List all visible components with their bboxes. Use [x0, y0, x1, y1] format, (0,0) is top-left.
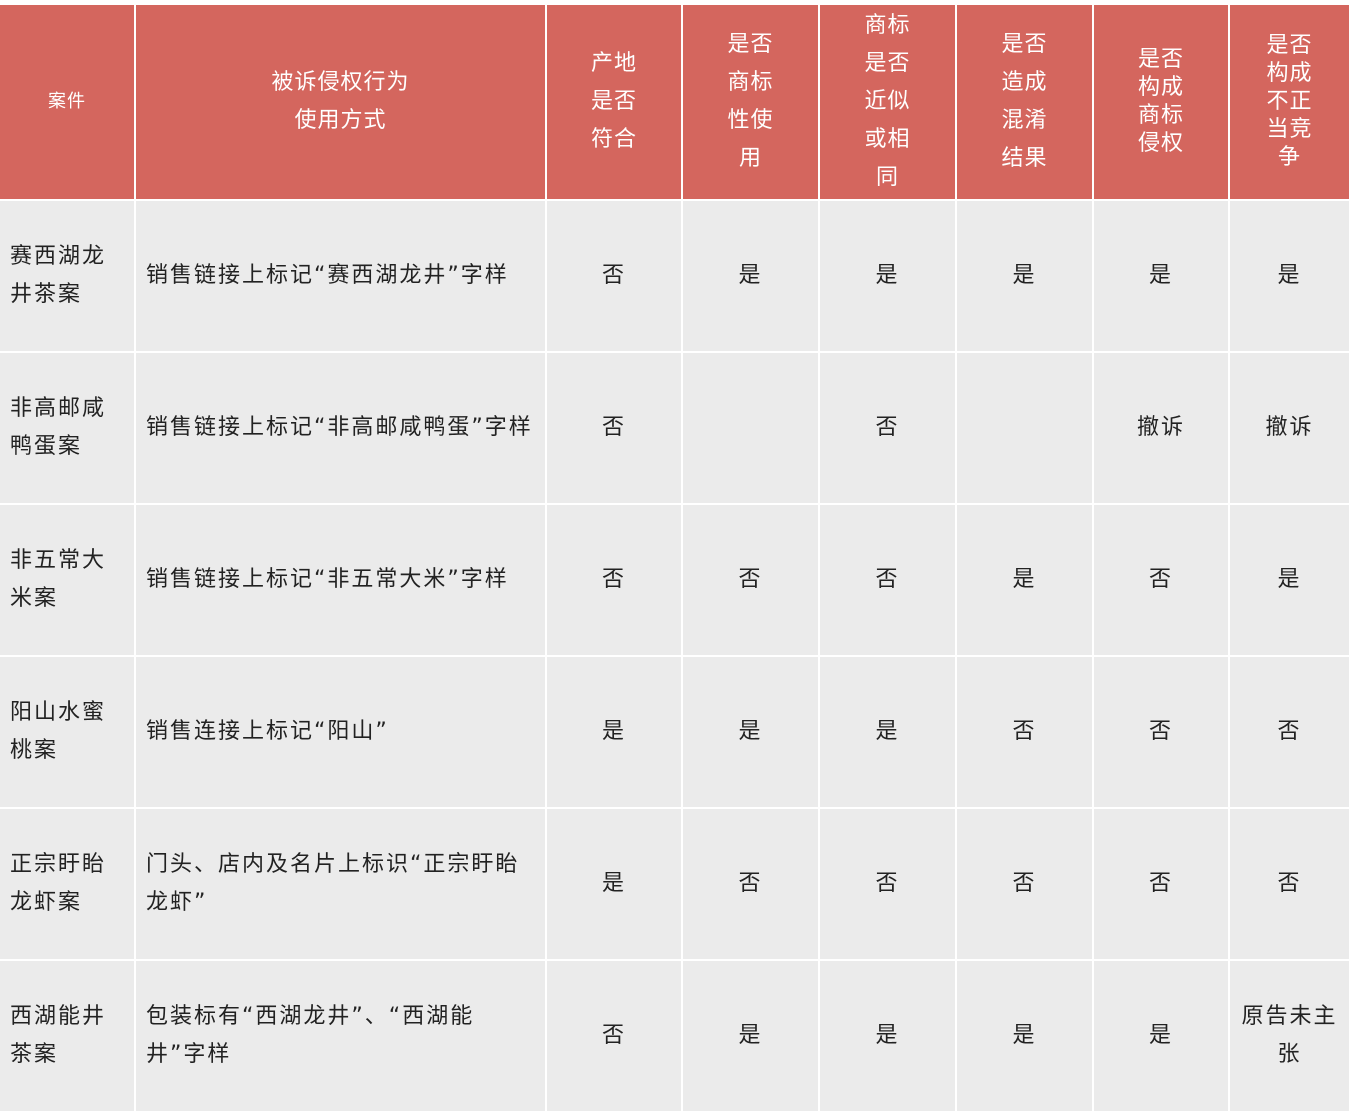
cell-origin-match: 否: [545, 959, 683, 1113]
header-trademark-infringement: 是否 构成 商标 侵权: [1092, 3, 1230, 201]
cell-infringing-use: 门头、店内及名片上标识“正宗盱眙龙虾”: [134, 807, 547, 961]
cell-mark-similar: 否: [818, 807, 957, 961]
cell-infringing-use: 销售连接上标记“阳山”: [134, 655, 547, 809]
table-row: 非高邮咸鸭蛋案 销售链接上标记“非高邮咸鸭蛋”字样否否撤诉 撤诉: [0, 351, 1351, 505]
cell-trademark-use: [681, 351, 820, 505]
cell-infringing-use: 销售链接上标记“非高邮咸鸭蛋”字样: [134, 351, 547, 505]
cell-mark-similar: 否: [818, 503, 957, 657]
cell-mark-similar: 是: [818, 655, 957, 809]
cell-mark-similar: 否: [818, 351, 957, 505]
header-row: 案件 被诉侵权行为 使用方式 产地 是否 符合 是否 商标 性使 用商标 是否 近似 …: [0, 3, 1351, 201]
cell-origin-match: 否: [545, 351, 683, 505]
cell-origin-match: 是: [545, 655, 683, 809]
cell-mark-similar: 是: [818, 199, 957, 353]
case-comparison-table: 案件 被诉侵权行为 使用方式 产地 是否 符合 是否 商标 性使 用商标 是否 近似 …: [0, 3, 1351, 1113]
header-trademark-use: 是否 商标 性使 用: [681, 3, 820, 201]
cell-confusion: 是: [955, 199, 1094, 353]
cell-infringing-use: 包装标有“西湖龙井”、“西湖能井”字样: [134, 959, 547, 1113]
cell-trademark-infringement: 是: [1092, 959, 1230, 1113]
cell-trademark-use: 是: [681, 959, 820, 1113]
header-case: 案件: [0, 3, 136, 201]
cell-confusion: [955, 351, 1094, 505]
table-row: 赛西湖龙井茶案 销售链接上标记“赛西湖龙井”字样否是是是是是: [0, 199, 1351, 353]
cell-origin-match: 是: [545, 807, 683, 961]
table-row: 阳山水蜜桃案 销售连接上标记“阳山” 是是是否否否: [0, 655, 1351, 809]
cell-case: 非高邮咸鸭蛋案: [0, 351, 136, 505]
cell-case: 赛西湖龙井茶案: [0, 199, 136, 353]
cell-unfair-competition: 是: [1228, 199, 1351, 353]
cell-confusion: 是: [955, 959, 1094, 1113]
cell-confusion: 是: [955, 503, 1094, 657]
cell-case: 西湖能井茶案: [0, 959, 136, 1113]
table-row: 西湖能井茶案 包装标有“西湖龙井”、“西湖能井”字样否是是是是原告未主张: [0, 959, 1351, 1113]
cell-unfair-competition: 是: [1228, 503, 1351, 657]
cell-origin-match: 否: [545, 199, 683, 353]
header-infringing-use: 被诉侵权行为 使用方式: [134, 3, 547, 201]
cell-trademark-infringement: 撤诉: [1092, 351, 1230, 505]
cell-trademark-use: 否: [681, 807, 820, 961]
cell-unfair-competition: 否: [1228, 807, 1351, 961]
header-mark-similar: 商标 是否 近似 或相 同: [818, 3, 957, 201]
cell-unfair-competition: 否: [1228, 655, 1351, 809]
cell-confusion: 否: [955, 655, 1094, 809]
cell-trademark-infringement: 是: [1092, 199, 1230, 353]
table-body: 赛西湖龙井茶案 销售链接上标记“赛西湖龙井”字样否是是是是是非高邮咸鸭蛋案 销售链接…: [0, 199, 1351, 1113]
cell-origin-match: 否: [545, 503, 683, 657]
header-confusion: 是否 造成 混淆 结果: [955, 3, 1094, 201]
cell-confusion: 否: [955, 807, 1094, 961]
cell-mark-similar: 是: [818, 959, 957, 1113]
table-row: 非五常大米案 销售链接上标记“非五常大米”字样否否否是否是: [0, 503, 1351, 657]
cell-trademark-use: 是: [681, 199, 820, 353]
cell-trademark-use: 否: [681, 503, 820, 657]
cell-trademark-use: 是: [681, 655, 820, 809]
cell-trademark-infringement: 否: [1092, 503, 1230, 657]
cell-case: 阳山水蜜桃案: [0, 655, 136, 809]
cell-unfair-competition: 原告未主张: [1228, 959, 1351, 1113]
cell-case: 正宗盱眙龙虾案: [0, 807, 136, 961]
cell-infringing-use: 销售链接上标记“非五常大米”字样: [134, 503, 547, 657]
header-unfair-competition: 是否 构成 不正 当竞 争: [1228, 3, 1351, 201]
cell-unfair-competition: 撤诉: [1228, 351, 1351, 505]
table-row: 正宗盱眙龙虾案 门头、店内及名片上标识“正宗盱眙龙虾” 是否否否否否: [0, 807, 1351, 961]
cell-trademark-infringement: 否: [1092, 655, 1230, 809]
cell-trademark-infringement: 否: [1092, 807, 1230, 961]
header-origin-match: 产地 是否 符合: [545, 3, 683, 201]
cell-infringing-use: 销售链接上标记“赛西湖龙井”字样: [134, 199, 547, 353]
cell-case: 非五常大米案: [0, 503, 136, 657]
